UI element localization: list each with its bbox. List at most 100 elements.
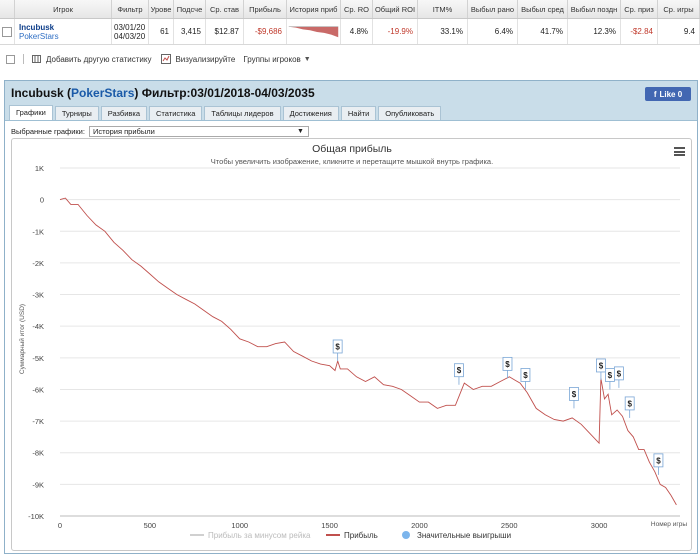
big-win-flag-box: [520, 368, 531, 382]
x-axis-label: Номер игры: [651, 521, 687, 528]
chart-title: Общая прибыль: [312, 143, 392, 155]
y-tick-label: -4K: [32, 322, 44, 331]
profit-chart[interactable]: Общая прибыль Чтобы увеличить изображени…: [12, 139, 693, 552]
grid-header-level[interactable]: Урове: [149, 0, 174, 18]
late-cell: 12.3%: [568, 19, 621, 44]
grid-header-itm[interactable]: ITM%: [418, 0, 468, 18]
chart-select[interactable]: История прибыли ▼: [88, 126, 309, 137]
add-stats-label: Добавить другую статистику: [46, 54, 152, 64]
facebook-like-button[interactable]: f Like 0: [645, 87, 691, 101]
grid-header-mid[interactable]: Выбыл сред: [518, 0, 568, 18]
chevron-down-icon: ▼: [297, 128, 304, 135]
toolbar-divider: [23, 54, 24, 64]
big-win-flag-box: [613, 366, 624, 381]
big-win-flag: $: [502, 356, 513, 379]
y-axis-ticks: 1K 0 -1K -2K -3K -4K -5K -6K -7K -8K -9K -10K: [28, 164, 44, 521]
y-tick-label: 0: [40, 196, 44, 205]
facebook-icon: f: [653, 89, 657, 99]
tab-publish[interactable]: Опубликовать: [378, 106, 442, 120]
site-link[interactable]: PokerStars: [19, 31, 59, 41]
grid-header-count[interactable]: Подсче: [174, 0, 206, 18]
level-cell: 61: [149, 19, 174, 44]
grid-header-profit[interactable]: Прибыль: [244, 0, 287, 18]
grid-toolbar: Добавить другую статистику Визуализируйт…: [0, 50, 700, 68]
big-win-flag-box: [502, 356, 513, 371]
x-tick-label: 2000: [411, 521, 428, 530]
visualize-label: Визуализируйте: [175, 54, 236, 64]
table-row[interactable]: Incubusk PokerStars 03/01/20 04/03/20 61…: [0, 19, 700, 45]
y-tick-label: -10K: [28, 512, 44, 521]
profit-line: [59, 197, 677, 506]
big-win-flag-label: $: [627, 399, 632, 408]
legend-swatch: [402, 531, 410, 539]
tab-charts[interactable]: Графики: [9, 105, 53, 120]
big-win-flag-label: $: [505, 360, 510, 369]
tab-tournaments[interactable]: Турниры: [54, 106, 99, 120]
panel-close-paren: ): [134, 86, 142, 100]
player-link[interactable]: Incubusk: [19, 22, 55, 32]
grid-header-profit-history[interactable]: История приб: [287, 0, 341, 18]
big-win-flag-box: [596, 358, 606, 373]
panel-filter-label: Фильтр:03/01/2018-04/03/2035: [141, 86, 315, 100]
legend-label: Прибыль за минусом рейка: [208, 531, 311, 540]
big-win-flag-label: $: [656, 456, 661, 465]
profit-history-cell: [287, 19, 341, 44]
grid-header-avg-prize[interactable]: Ср. приз: [621, 0, 658, 18]
row-checkbox[interactable]: [2, 26, 12, 37]
grid-header-late[interactable]: Выбыл поздн: [568, 0, 621, 18]
big-win-flag-box: [569, 387, 579, 401]
chevron-down-icon: ▼: [303, 55, 311, 63]
panel-open-paren: (: [63, 86, 72, 100]
visualize-button[interactable]: Визуализируйте: [161, 54, 235, 64]
x-tick-label: 500: [144, 521, 157, 530]
early-cell: 6.4%: [468, 19, 518, 44]
panel-player-name: Incubusk: [11, 86, 64, 100]
series-lines: [59, 197, 677, 506]
big-win-flag-label: $: [572, 390, 577, 399]
grid-header-early[interactable]: Выбыл рано: [468, 0, 518, 18]
grid-header-avg-stake[interactable]: Ср. став: [206, 0, 244, 18]
grid-header-player[interactable]: Игрок: [15, 0, 112, 18]
chart-subtitle: Чтобы увеличить изображение, кликните и …: [211, 157, 493, 166]
big-win-flag-box: [454, 363, 464, 378]
tab-statistics[interactable]: Статистика: [149, 106, 203, 120]
tab-achievements[interactable]: Достижения: [282, 106, 339, 120]
select-all-checkbox[interactable]: [6, 54, 15, 64]
x-tick-label: 2500: [501, 521, 518, 530]
panel-header: Incubusk ( PokerStars ) Фильтр:03/01/201…: [5, 81, 697, 105]
legend-item: Прибыль за минусом рейка: [190, 531, 311, 540]
grid-header-filter[interactable]: Фильтр: [112, 0, 149, 18]
big-win-flag: $: [624, 396, 635, 418]
big-win-flag: $: [332, 339, 343, 361]
y-tick-label: -8K: [32, 449, 44, 458]
tab-breakdown[interactable]: Разбивка: [100, 106, 148, 120]
big-win-flag-box: [653, 453, 664, 468]
total-roi-cell: -19.9%: [373, 19, 418, 44]
chart-legend: Прибыль за минусом рейка Прибыль Значитель…: [190, 531, 511, 540]
player-panel: Incubusk ( PokerStars ) Фильтр:03/01/201…: [4, 80, 698, 554]
panel-site-link[interactable]: PokerStars: [71, 86, 135, 100]
tab-leaderboards[interactable]: Таблицы лидеров: [204, 106, 281, 120]
add-columns-icon: [32, 55, 41, 63]
player-groups-dropdown[interactable]: Группы игроков ▼: [243, 55, 310, 64]
hamburger-menu-icon[interactable]: [674, 147, 685, 156]
legend-item: Прибыль: [326, 531, 378, 540]
tab-find[interactable]: Найти: [340, 106, 377, 120]
avg-games-cell: 9.4: [658, 19, 700, 44]
grid-header-total-roi[interactable]: Общий ROI: [373, 0, 418, 18]
grid-header-avg-games[interactable]: Ср. игры: [658, 0, 700, 18]
mid-cell: 41.7%: [518, 19, 568, 44]
grid-header-avg-roi[interactable]: Ср. RO: [341, 0, 373, 18]
profit-sparkline: [288, 25, 339, 37]
legend-label: Значительные выигрыши: [417, 531, 511, 540]
y-tick-label: -1K: [32, 227, 44, 236]
y-tick-label: -3K: [32, 291, 44, 300]
selected-charts-label: Выбранные графики:: [11, 127, 85, 136]
avg-roi-cell: 4.8%: [341, 19, 373, 44]
add-stats-button[interactable]: Добавить другую статистику: [32, 54, 151, 64]
visualize-icon: [161, 54, 172, 64]
player-groups-label: Группы игроков: [243, 54, 301, 64]
filter-from: 03/01/20: [114, 22, 146, 32]
count-cell: 3,415: [174, 19, 206, 44]
y-axis-label: Суммарный итог (USD): [18, 304, 26, 374]
